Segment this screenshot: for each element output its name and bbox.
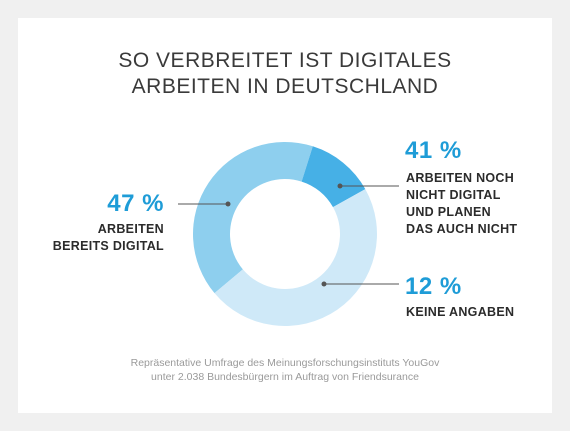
slice-label-47: ARBEITEN BEREITS DIGITAL — [34, 221, 164, 255]
slice-percent-12: 12 % — [405, 273, 462, 300]
chart-title-line-2: ARBEITEN IN DEUTSCHLAND — [131, 75, 439, 98]
leader-dot-41 — [337, 183, 343, 189]
slice-label-12-line-1: KEINE ANGABEN — [406, 305, 515, 319]
chart-title-line-1: SO VERBREITET IST DIGITALES — [118, 49, 452, 72]
slice-label-41: ARBEITEN NOCH NICHT DIGITAL UND PLANEN D… — [406, 170, 517, 238]
slice-label-47-line-2: BEREITS DIGITAL — [52, 239, 164, 253]
infographic-card: SO VERBREITET IST DIGITALES ARBEITEN IN … — [18, 18, 552, 413]
slice-label-41-line-2: NICHT DIGITAL — [406, 188, 501, 202]
leader-dot-12 — [321, 281, 327, 287]
slice-percent-47: 47 % — [107, 190, 164, 217]
source-note: Repräsentative Umfrage des Meinungsforsc… — [18, 356, 552, 384]
donut-slices — [192, 141, 378, 327]
slice-label-41-line-3: UND PLANEN — [406, 205, 491, 219]
slice-label-47-line-1: ARBEITEN — [97, 222, 164, 236]
donut-slice-47 — [214, 189, 378, 327]
slice-percent-41: 41 % — [405, 137, 462, 164]
leader-lines — [178, 183, 399, 287]
donut-slice-12 — [301, 146, 366, 208]
source-note-line-2: unter 2.038 Bundesbürgern im Auftrag von… — [151, 371, 419, 383]
source-note-line-1: Repräsentative Umfrage des Meinungsforsc… — [130, 357, 440, 369]
slice-label-12: KEINE ANGABEN — [406, 304, 514, 321]
leader-dot-47 — [225, 201, 231, 207]
chart-title: SO VERBREITET IST DIGITALES ARBEITEN IN … — [18, 48, 552, 100]
slice-label-41-line-1: ARBEITEN NOCH — [406, 171, 515, 185]
donut-chart — [178, 141, 399, 327]
slice-label-41-line-4: DAS AUCH NICHT — [406, 222, 518, 236]
donut-slice-41 — [192, 141, 313, 294]
